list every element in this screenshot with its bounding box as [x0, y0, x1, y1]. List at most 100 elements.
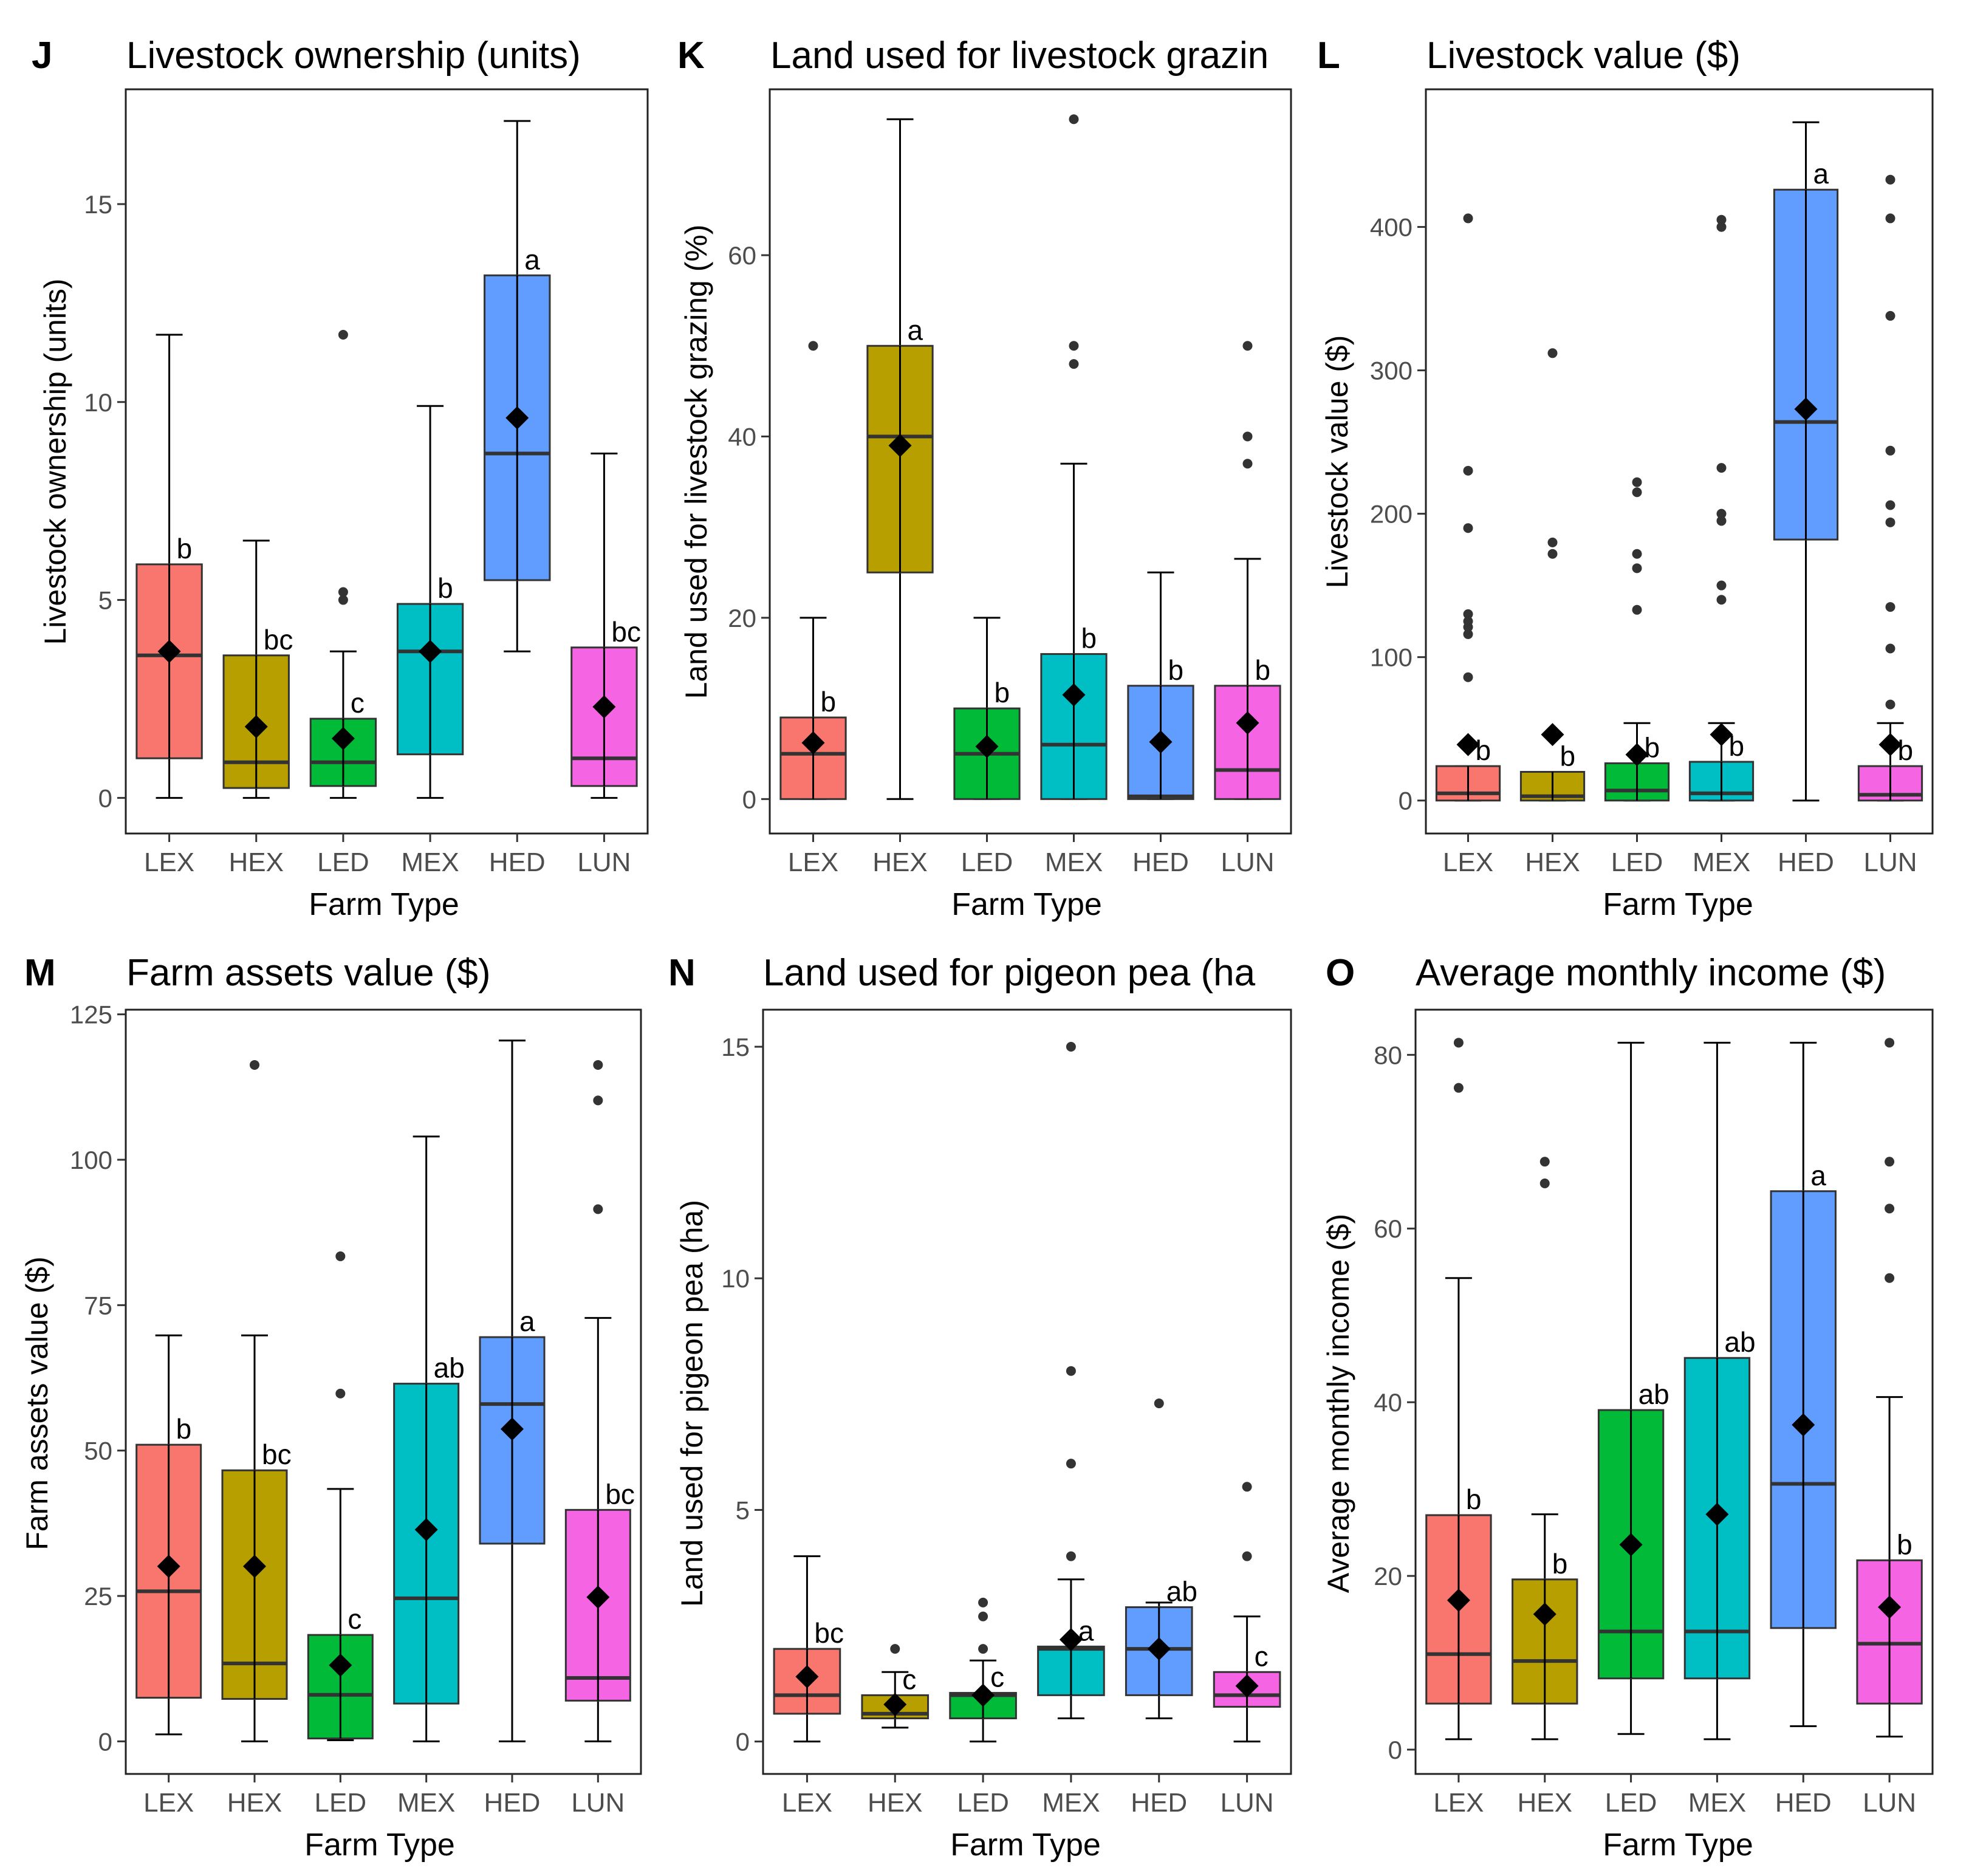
panel-k-lun-x-tick-label: LUN: [1221, 847, 1274, 877]
panel-n-y-tick-label: 5: [736, 1496, 750, 1524]
panel-l-lun-outlier: [1885, 602, 1895, 612]
panel-n-frame: [762, 1008, 1292, 1775]
panel-o-hex-x-tick-label: HEX: [1518, 1788, 1572, 1818]
panel-l-lun-outlier: [1885, 500, 1895, 510]
panel-o-lex-significance-letter: b: [1466, 1484, 1482, 1515]
panel-k-mex-significance-letter: b: [1081, 623, 1097, 654]
panel-n-lex-mean-marker: [795, 1665, 819, 1688]
panel-k-frame: [769, 88, 1292, 835]
panel-k-letter: K: [677, 35, 705, 77]
panel-l-y-tick-label: 0: [1399, 787, 1413, 815]
panel-o-y-tick-label: 80: [1374, 1041, 1402, 1069]
panel-l-hex-x-tick-label: HEX: [1525, 847, 1580, 877]
panel-k-led-x-tick-label: LED: [961, 847, 1013, 877]
panel-n-mex-x-tick-label: MEX: [1042, 1788, 1100, 1818]
panel-l-letter: L: [1317, 35, 1340, 77]
panel-l-led-outlier: [1632, 563, 1642, 573]
panel-m-mex-mean-marker: [414, 1518, 438, 1541]
panel-n-letter: N: [668, 952, 696, 994]
panel-l-lex-mean-marker: [1456, 733, 1480, 756]
panel-m-lun-x-tick-label: LUN: [571, 1788, 625, 1818]
panel-k-y-axis-title: Land used for livestock grazing (%): [679, 225, 713, 699]
panel-o-lun-outlier: [1885, 1203, 1895, 1214]
panel-m-led-mean-marker: [329, 1653, 352, 1677]
panel-l-led-outlier: [1632, 487, 1642, 498]
panel-l-hex-mean-marker: [1541, 723, 1564, 747]
panel-m-lex-x-tick-label: LEX: [143, 1788, 194, 1818]
panel-l-led-outlier: [1632, 477, 1642, 487]
panel-o-frame: [1414, 1008, 1934, 1775]
panel-l-lex-outlier: [1463, 672, 1473, 682]
panel-n-hex-significance-letter: c: [902, 1663, 916, 1695]
panel-j-led-outlier: [338, 595, 348, 605]
panel-n-led-outlier: [978, 1644, 988, 1654]
panel-o-lun-outlier: [1885, 1038, 1895, 1048]
panel-n-lun-mean-marker: [1235, 1674, 1259, 1698]
panel-m-led-significance-letter: c: [348, 1603, 361, 1635]
panel-o-led-significance-letter: ab: [1639, 1378, 1669, 1410]
panel-k-lun-outlier: [1242, 459, 1253, 469]
panel-l-y-axis-title: Livestock value ($): [1320, 335, 1354, 589]
panel-o-y-tick-label: 60: [1374, 1214, 1402, 1243]
panel-m-lun-outlier: [593, 1204, 603, 1214]
panel-l-hed-significance-letter: a: [1813, 158, 1829, 190]
panel-m-y-tick-label: 0: [98, 1727, 112, 1756]
panel-m-hed-significance-letter: a: [519, 1306, 535, 1337]
panel-k-plot: 0 20 40 60 LEX b HEX a LED b MEX b HED b LUN b: [728, 88, 1292, 877]
panel-k-lex-mean-marker: [801, 731, 825, 755]
panel-m-y-tick-label: 25: [84, 1582, 112, 1611]
panel-j-title: Livestock ownership (units): [126, 35, 581, 77]
panel-k-led-significance-letter: b: [995, 677, 1010, 708]
panel-l-hex-significance-letter: b: [1560, 741, 1576, 772]
panel-k-hed-x-tick-label: HED: [1132, 847, 1189, 877]
panel-k-lun-mean-marker: [1236, 711, 1259, 734]
panel-l-led-significance-letter: b: [1645, 731, 1660, 763]
panel-o-title: Average monthly income ($): [1416, 952, 1886, 994]
panel-l: L Livestock value ($) 0 100 200 300 400 LEX b H…: [1317, 35, 1934, 922]
panel-l-led-x-tick-label: LED: [1611, 847, 1663, 877]
panel-o-led-x-tick-label: LED: [1605, 1788, 1657, 1818]
panel-j-lex-mean-marker: [157, 640, 181, 663]
panel-j: J Livestock ownership (units) 0 5 10 15 LEX b…: [32, 35, 649, 922]
panel-l-hed-x-tick-label: HED: [1778, 847, 1834, 877]
panel-k-mex-x-tick-label: MEX: [1045, 847, 1103, 877]
panel-j-led-outlier: [338, 587, 348, 597]
panel-l-led-outlier: [1632, 549, 1642, 559]
panel-m-led-outlier: [335, 1388, 346, 1398]
panel-k-mex-outlier: [1069, 359, 1079, 369]
panel-j-mex-significance-letter: b: [437, 572, 453, 604]
panel-m-mex-x-tick-label: MEX: [397, 1788, 455, 1818]
panel-j-y-tick-label: 5: [98, 586, 112, 615]
panel-o-hed-x-tick-label: HED: [1775, 1788, 1832, 1818]
panel-n-lex-significance-letter: bc: [814, 1617, 844, 1649]
panel-n-x-axis-title: Farm Type: [950, 1827, 1101, 1863]
panel-j-led-mean-marker: [331, 727, 355, 750]
panel-l-lex-outlier: [1463, 465, 1473, 476]
panel-l-mex-mean-marker: [1710, 723, 1733, 747]
panel-j-hex-mean-marker: [244, 715, 268, 739]
panel-o-hex-mean-marker: [1533, 1602, 1556, 1626]
panel-j-y-tick-label: 0: [98, 784, 112, 812]
panel-l-mex-outlier: [1716, 214, 1727, 225]
panel-j-mex-mean-marker: [419, 640, 442, 663]
panel-n-mex-outlier: [1066, 1459, 1076, 1469]
panel-o-lex-mean-marker: [1447, 1589, 1470, 1612]
panel-m-hex-outlier: [250, 1060, 259, 1070]
panel-o-x-axis-title: Farm Type: [1603, 1827, 1753, 1863]
panel-o-y-tick-label: 20: [1374, 1562, 1402, 1590]
panel-l-mex-outlier: [1716, 463, 1727, 473]
panel-j-led-x-tick-label: LED: [317, 847, 369, 877]
panel-o-lun-outlier: [1885, 1273, 1895, 1283]
panel-n-y-tick-label: 15: [721, 1033, 750, 1061]
panel-l-mex-significance-letter: b: [1729, 730, 1745, 762]
panel-o-lun-mean-marker: [1878, 1595, 1902, 1619]
panel-m-y-tick-label: 50: [84, 1437, 112, 1465]
panel-j-mex-x-tick-label: MEX: [401, 847, 459, 877]
panel-n-mex-significance-letter: a: [1078, 1615, 1094, 1646]
panel-m-led-outlier: [335, 1251, 346, 1261]
panel-n-hed-mean-marker: [1147, 1637, 1171, 1661]
panel-m-letter: M: [24, 952, 56, 994]
panel-l-led-outlier: [1632, 604, 1642, 615]
panel-n-led-significance-letter: c: [990, 1662, 1004, 1693]
panel-j-y-tick-label: 10: [84, 388, 112, 417]
